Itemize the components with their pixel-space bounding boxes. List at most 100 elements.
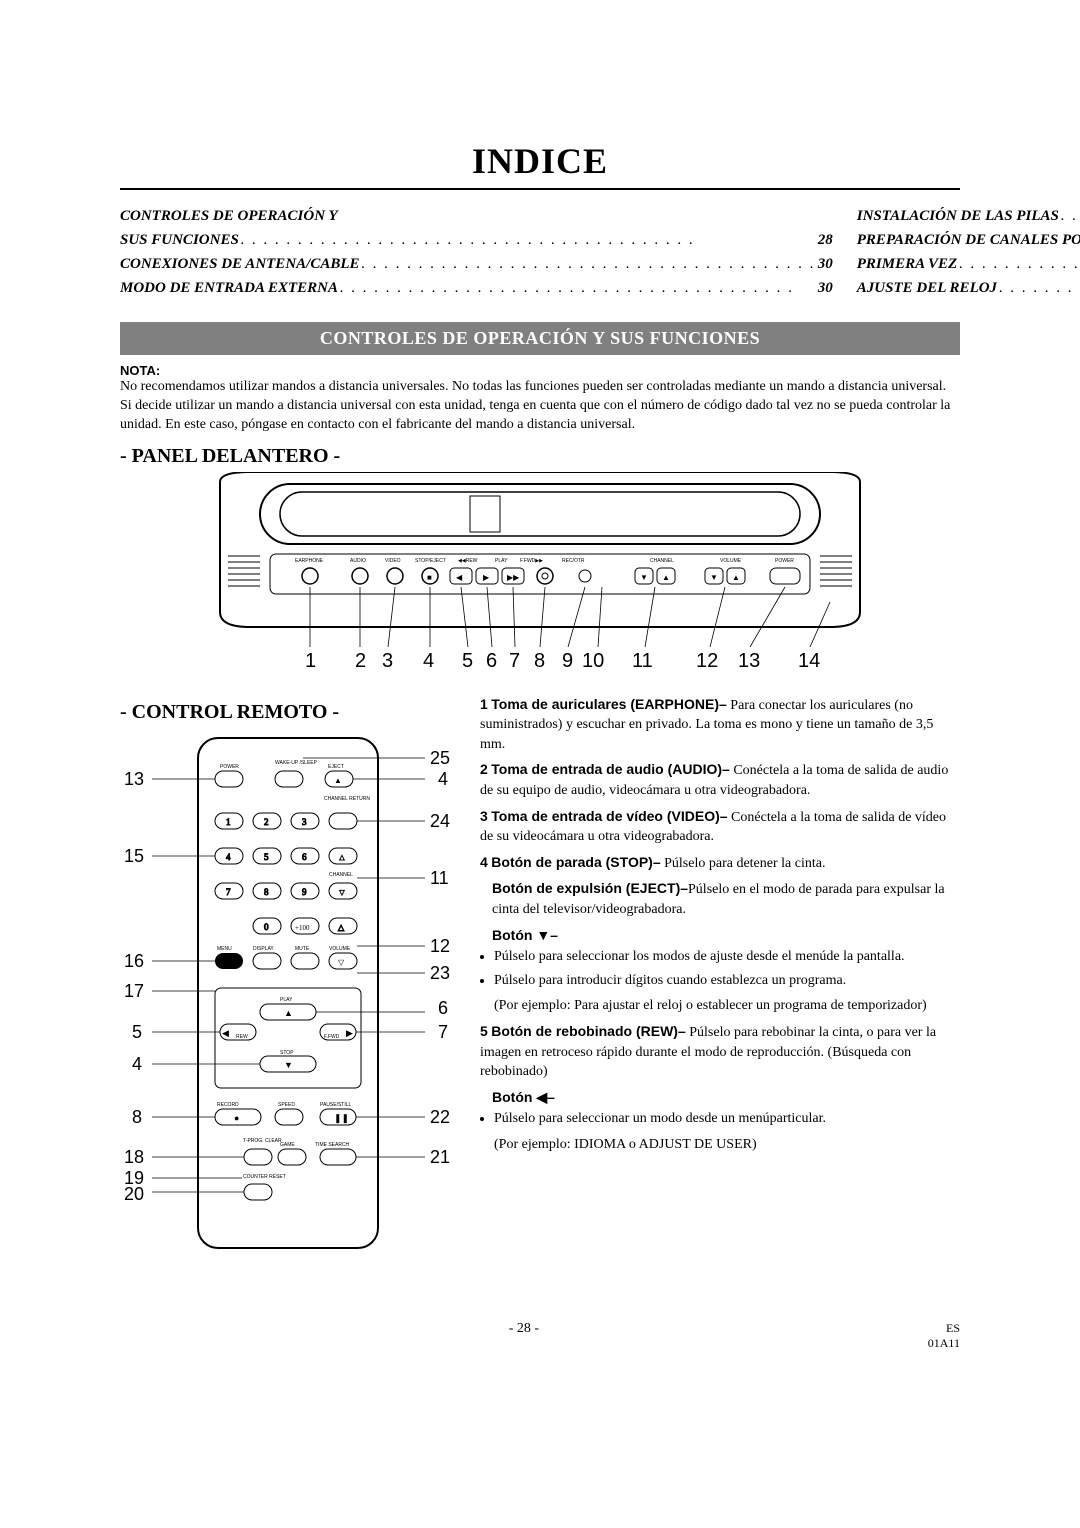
svg-text:2: 2 — [264, 817, 269, 827]
svg-text:PAUSE/STILL: PAUSE/STILL — [320, 1102, 352, 1108]
svg-text:MENU: MENU — [217, 946, 232, 952]
svg-text:SPEED: SPEED — [278, 1102, 295, 1108]
svg-text:5: 5 — [264, 852, 269, 862]
desc-item: 4 Botón de parada (STOP)– Púlselo para d… — [480, 853, 960, 874]
toc-item: AJUSTE DEL RELOJ — [857, 276, 997, 300]
svg-text:11: 11 — [430, 868, 449, 888]
svg-text:11: 11 — [632, 650, 653, 672]
section-header: CONTROLES DE OPERACIÓN Y SUS FUNCIONES — [120, 322, 960, 355]
toc-item: PRIMERA VEZ — [857, 252, 957, 276]
svg-text:15: 15 — [124, 846, 144, 866]
svg-text:+100: +100 — [295, 924, 310, 932]
desc-eject: Botón de expulsión (EJECT)–Púlselo en el… — [492, 879, 960, 919]
note-body: No recomendamos utilizar mandos a distan… — [120, 378, 960, 435]
toc-page: 28 — [818, 228, 833, 252]
note-label: NOTA: — [120, 363, 960, 378]
svg-text:20: 20 — [124, 1184, 144, 1204]
svg-text:◀: ◀ — [222, 1028, 229, 1038]
toc-item: SUS FUNCIONES — [120, 228, 239, 252]
svg-text:CHANNEL: CHANNEL — [329, 872, 353, 878]
svg-text:EJECT: EJECT — [328, 764, 344, 770]
svg-text:■: ■ — [427, 573, 432, 582]
svg-text:4: 4 — [438, 769, 448, 789]
svg-text:▶: ▶ — [483, 573, 490, 582]
toc-item: PREPARACIÓN DE CANALES POR — [857, 228, 1080, 252]
footer-code: 01A11 — [928, 1336, 960, 1350]
svg-text:7: 7 — [438, 1022, 448, 1042]
desc-item: 5 Botón de rebobinado (REW)– Púlselo par… — [480, 1022, 960, 1082]
svg-text:VOLUME: VOLUME — [720, 558, 742, 564]
panel-subheader: - PANEL DELANTERO - — [120, 445, 960, 468]
svg-text:▲: ▲ — [334, 776, 342, 785]
toc-item: INSTALACIÓN DE LAS PILAS — [857, 204, 1059, 228]
svg-text:▲: ▲ — [338, 853, 346, 862]
svg-text:▼: ▼ — [640, 573, 648, 582]
svg-text:22: 22 — [430, 1107, 450, 1127]
svg-text:F.FWD: F.FWD — [324, 1034, 340, 1040]
footer-lang: ES — [946, 1321, 960, 1335]
boton-down-list: Púlselo para seleccionar los modos de aj… — [494, 947, 960, 990]
boton-left-list: Púlselo para seleccionar un modo desde u… — [494, 1109, 960, 1129]
svg-text:DISPLAY: DISPLAY — [253, 946, 274, 952]
svg-text:▲: ▲ — [662, 573, 670, 582]
svg-text:3: 3 — [302, 817, 307, 827]
svg-text:PLAY: PLAY — [495, 558, 508, 564]
svg-text:T-PROG. CLEAR: T-PROG. CLEAR — [243, 1138, 282, 1144]
descriptions-column: 1 Toma de auriculares (EARPHONE)– Para c… — [480, 695, 960, 1273]
svg-text:24: 24 — [430, 811, 450, 831]
svg-text:0: 0 — [264, 922, 269, 932]
toc-left-column: CONTROLES DE OPERACIÓN Y SUS FUNCIONES28… — [120, 204, 833, 300]
svg-text:●: ● — [234, 1113, 239, 1123]
svg-text:21: 21 — [430, 1147, 450, 1167]
svg-text:14: 14 — [798, 650, 820, 672]
front-panel-diagram: EARPHONE AUDIO VIDEO STOP/EJECT ◀◀REW PL… — [120, 472, 960, 687]
svg-text:7: 7 — [226, 887, 231, 897]
svg-text:4: 4 — [132, 1054, 142, 1074]
svg-text:5: 5 — [132, 1022, 142, 1042]
svg-text:5: 5 — [462, 650, 473, 672]
svg-text:12: 12 — [696, 650, 718, 672]
svg-text:STOP: STOP — [280, 1050, 294, 1056]
toc-item: CONEXIONES DE ANTENA/CABLE — [120, 252, 360, 276]
svg-text:▲: ▲ — [732, 573, 740, 582]
toc-page: 30 — [818, 252, 833, 276]
remote-subheader: - CONTROL REMOTO - — [120, 701, 460, 724]
svg-text:EARPHONE: EARPHONE — [295, 558, 324, 564]
svg-text:6: 6 — [438, 998, 448, 1018]
boton-down-label: Botón ▼– — [492, 926, 960, 946]
list-item: Púlselo para introducir dígitos cuando e… — [494, 971, 960, 991]
svg-text:▼: ▼ — [284, 1060, 293, 1070]
svg-text:▶▶: ▶▶ — [507, 573, 520, 582]
svg-text:9: 9 — [562, 650, 573, 672]
svg-text:4: 4 — [423, 650, 434, 672]
svg-text:23: 23 — [430, 963, 450, 983]
svg-text:POWER: POWER — [220, 764, 239, 770]
svg-text:13: 13 — [124, 769, 144, 789]
svg-text:3: 3 — [382, 650, 393, 672]
svg-text:16: 16 — [124, 951, 144, 971]
svg-text:VOLUME: VOLUME — [329, 946, 351, 952]
boton-down-example: (Por ejemplo: Para ajustar el reloj o es… — [494, 996, 960, 1016]
remote-diagram: POWER WAKE-UP /SLEEP EJECT ▲ CHANNEL RET… — [120, 728, 460, 1268]
svg-text:▽: ▽ — [338, 958, 345, 967]
svg-text:TIME SEARCH: TIME SEARCH — [315, 1142, 350, 1148]
svg-text:8: 8 — [534, 650, 545, 672]
svg-text:1: 1 — [305, 650, 316, 672]
toc-item: MODO DE ENTRADA EXTERNA — [120, 276, 338, 300]
boton-left-label: Botón ◀– — [492, 1088, 960, 1108]
page-number: - 28 - — [509, 1321, 539, 1351]
svg-text:8: 8 — [132, 1107, 142, 1127]
list-item: Púlselo para seleccionar un modo desde u… — [494, 1109, 960, 1129]
svg-text:F.FWD▶▶: F.FWD▶▶ — [520, 558, 543, 564]
svg-text:RECORD: RECORD — [217, 1102, 239, 1108]
svg-text:GAME: GAME — [280, 1142, 295, 1148]
desc-item: 1 Toma de auriculares (EARPHONE)– Para c… — [480, 695, 960, 755]
svg-text:CHANNEL RETURN: CHANNEL RETURN — [324, 796, 370, 802]
svg-text:25: 25 — [430, 748, 450, 768]
svg-text:◀: ◀ — [456, 573, 463, 582]
toc-page: 30 — [818, 276, 833, 300]
svg-text:COUNTER RESET: COUNTER RESET — [243, 1174, 286, 1180]
svg-text:6: 6 — [486, 650, 497, 672]
svg-text:VIDEO: VIDEO — [385, 558, 401, 564]
svg-text:▲: ▲ — [284, 1008, 293, 1018]
